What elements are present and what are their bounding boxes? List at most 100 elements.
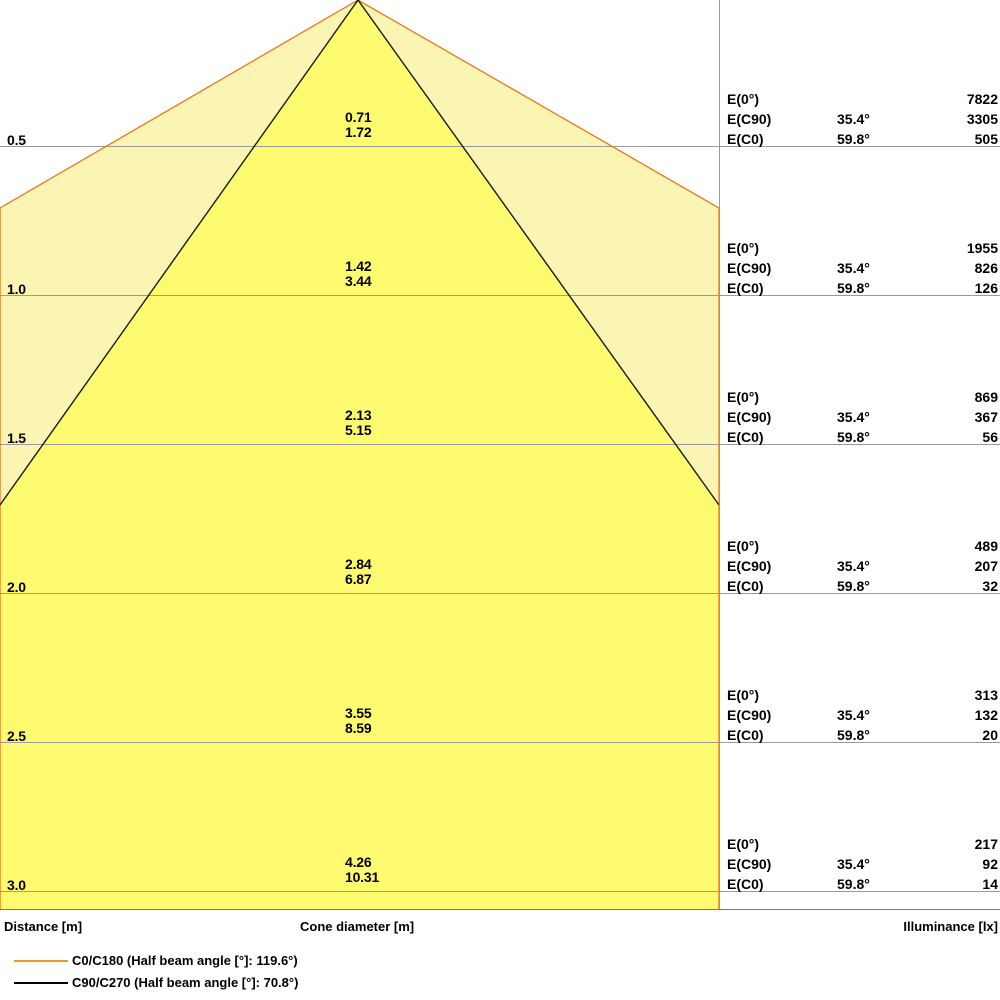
illuminance-name: E(C90) <box>727 558 772 574</box>
illuminance-angle: 35.4° <box>837 260 870 276</box>
illuminance-block-3: E(0°) 489 E(C90) 35.4° 207 E(C0) 59.8° 3… <box>727 536 1000 596</box>
legend-swatch-c90-line-icon <box>14 982 68 984</box>
legend-swatch-c0-line-icon <box>14 960 68 962</box>
illuminance-value: 3305 <box>966 111 998 127</box>
illuminance-row: E(C0) 59.8° 14 <box>727 874 1000 894</box>
illuminance-name: E(C90) <box>727 260 772 276</box>
illuminance-row: E(C90) 35.4° 826 <box>727 258 1000 278</box>
illuminance-value: 1955 <box>966 240 998 256</box>
illuminance-value: 20 <box>982 727 998 743</box>
illuminance-block-5: E(0°) 217 E(C90) 35.4° 92 E(C0) 59.8° 14 <box>727 834 1000 894</box>
illuminance-row: E(C0) 59.8° 505 <box>727 129 1000 149</box>
illuminance-value: 92 <box>982 856 998 872</box>
cone-svg <box>0 0 1000 910</box>
c90-beam-lines <box>0 0 720 506</box>
distance-label-1: 1.0 <box>7 281 26 297</box>
c90-beam-right <box>357 0 720 506</box>
cone-diameter-c0-1: 3.44 <box>345 273 372 289</box>
illuminance-row: E(0°) 313 <box>727 685 1000 705</box>
illuminance-value: 367 <box>974 409 998 425</box>
illuminance-block-2: E(0°) 869 E(C90) 35.4° 367 E(C0) 59.8° 5… <box>727 387 1000 447</box>
illuminance-name: E(0°) <box>727 240 760 256</box>
illuminance-angle: 35.4° <box>837 409 870 425</box>
cone-diameter-c0-2: 5.15 <box>345 422 372 438</box>
legend-item-c90-c270: C90/C270 (Half beam angle [°]: 70.8°) <box>0 972 1000 994</box>
illuminance-name: E(C90) <box>727 856 772 872</box>
illuminance-angle: 35.4° <box>837 707 870 723</box>
illuminance-angle: 59.8° <box>837 876 870 892</box>
illuminance-name: E(C0) <box>727 727 764 743</box>
illuminance-row: E(C0) 59.8° 56 <box>727 427 1000 447</box>
illuminance-name: E(0°) <box>727 538 760 554</box>
illuminance-value: 32 <box>982 578 998 594</box>
illuminance-angle: 59.8° <box>837 280 870 296</box>
cone-diameter-c0-5: 10.31 <box>345 869 380 885</box>
illuminance-value: 489 <box>974 538 998 554</box>
cone-plot-area: 0.5 1.0 1.5 2.0 2.5 3.0 0.71 1.72 1.42 3… <box>0 0 1000 910</box>
illuminance-row: E(C90) 35.4° 92 <box>727 854 1000 874</box>
cone-diameter-c0-4: 8.59 <box>345 720 372 736</box>
cone-diameter-c0-0: 1.72 <box>345 124 372 140</box>
cone-diameter-c90-3: 2.84 <box>345 556 372 572</box>
illuminance-name: E(C0) <box>727 429 764 445</box>
legend-label-c0-c180: C0/C180 (Half beam angle [°]: 119.6°) <box>72 953 298 968</box>
illuminance-name: E(C90) <box>727 409 772 425</box>
illuminance-angle: 35.4° <box>837 558 870 574</box>
distance-label-0: 0.5 <box>7 132 26 148</box>
illuminance-name: E(0°) <box>727 389 760 405</box>
illuminance-row: E(0°) 869 <box>727 387 1000 407</box>
distance-label-2: 1.5 <box>7 430 26 446</box>
illuminance-value: 207 <box>974 558 998 574</box>
illuminance-angle: 35.4° <box>837 111 870 127</box>
cone-diameter-c90-5: 4.26 <box>345 854 372 870</box>
illuminance-name: E(C0) <box>727 131 764 147</box>
illuminance-value: 14 <box>982 876 998 892</box>
illuminance-value: 132 <box>974 707 998 723</box>
illuminance-angle: 35.4° <box>837 856 870 872</box>
illuminance-value: 869 <box>974 389 998 405</box>
illuminance-row: E(C90) 35.4° 132 <box>727 705 1000 725</box>
illuminance-row: E(C0) 59.8° 32 <box>727 576 1000 596</box>
illuminance-name: E(C0) <box>727 876 764 892</box>
illuminance-block-0: E(0°) 7822 E(C90) 35.4° 3305 E(C0) 59.8°… <box>727 89 1000 149</box>
legend-item-c0-c180: C0/C180 (Half beam angle [°]: 119.6°) <box>0 950 1000 972</box>
illuminance-name: E(0°) <box>727 91 760 107</box>
illuminance-row: E(C0) 59.8° 126 <box>727 278 1000 298</box>
illuminance-row: E(0°) 1955 <box>727 238 1000 258</box>
illuminance-row: E(C90) 35.4° 367 <box>727 407 1000 427</box>
illuminance-row: E(C0) 59.8° 20 <box>727 725 1000 745</box>
c0-beam-left <box>0 0 359 910</box>
cone-c90-fill <box>0 0 719 910</box>
gridlines <box>0 146 1000 892</box>
cone-diameter-c90-2: 2.13 <box>345 407 372 423</box>
illuminance-name: E(C90) <box>727 707 772 723</box>
illuminance-block-4: E(0°) 313 E(C90) 35.4° 132 E(C0) 59.8° 2… <box>727 685 1000 745</box>
legend: C0/C180 (Half beam angle [°]: 119.6°) C9… <box>0 950 1000 994</box>
illuminance-value: 826 <box>974 260 998 276</box>
cone-diameter-c90-1: 1.42 <box>345 258 372 274</box>
illuminance-value: 217 <box>974 836 998 852</box>
illuminance-block-1: E(0°) 1955 E(C90) 35.4° 826 E(C0) 59.8° … <box>727 238 1000 298</box>
distance-label-5: 3.0 <box>7 877 26 893</box>
caption-distance: Distance [m] <box>4 919 83 934</box>
legend-label-c90-c270: C90/C270 (Half beam angle [°]: 70.8°) <box>72 975 299 990</box>
illuminance-angle: 59.8° <box>837 727 870 743</box>
illuminance-value: 505 <box>974 131 998 147</box>
c90-beam-left <box>0 0 359 506</box>
illuminance-row: E(0°) 7822 <box>727 89 1000 109</box>
illuminance-angle: 59.8° <box>837 429 870 445</box>
illuminance-value: 7822 <box>966 91 998 107</box>
illuminance-value: 126 <box>974 280 998 296</box>
illuminance-name: E(0°) <box>727 687 760 703</box>
illuminance-row: E(C90) 35.4° 3305 <box>727 109 1000 129</box>
illuminance-name: E(C90) <box>727 111 772 127</box>
illuminance-name: E(0°) <box>727 836 760 852</box>
distance-label-4: 2.5 <box>7 728 26 744</box>
cone-diameter-c90-4: 3.55 <box>345 705 372 721</box>
illuminance-angle: 59.8° <box>837 131 870 147</box>
illuminance-name: E(C0) <box>727 578 764 594</box>
cone-diameter-c90-0: 0.71 <box>345 109 372 125</box>
illuminance-row: E(0°) 489 <box>727 536 1000 556</box>
cone-diameter-c0-3: 6.87 <box>345 571 372 587</box>
